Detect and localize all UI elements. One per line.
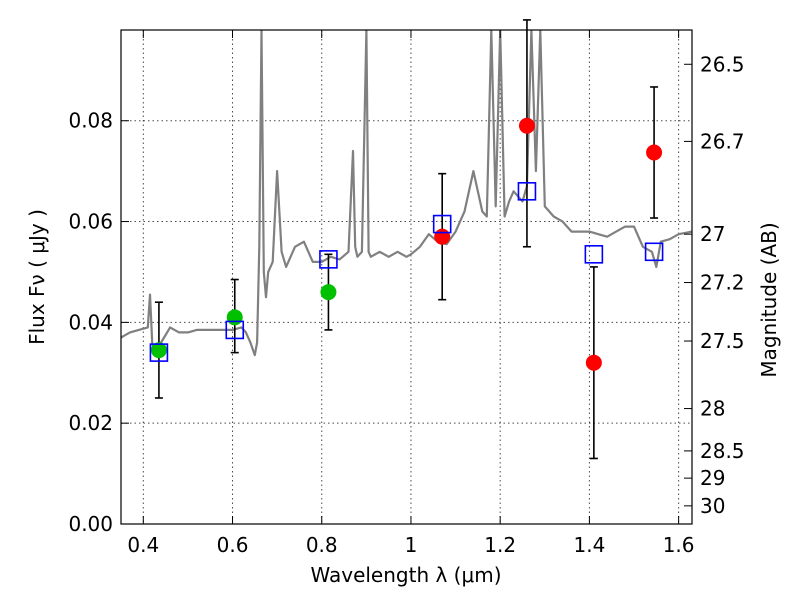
data-point-circle	[646, 144, 663, 161]
data-point-circle	[320, 284, 337, 301]
data-point-square	[225, 320, 245, 340]
y-tick-label: 0.02	[68, 411, 113, 435]
error-bar-layer	[154, 19, 659, 460]
y-tick-label: 0.08	[68, 109, 113, 133]
plot-frame	[120, 29, 693, 525]
data-point-square	[584, 245, 604, 264]
y2-tick-label: 26.7	[700, 129, 745, 153]
y2-tick-label: 30	[700, 494, 725, 518]
data-point-circle	[518, 117, 535, 134]
data-point-circle	[585, 354, 602, 371]
y2-axis: 26.5 26.7 27 27.2 27.5 28 28.5 29 30	[684, 52, 745, 518]
data-point-square	[644, 242, 664, 262]
x-tick-label: 0.4	[127, 533, 159, 557]
x-axis-label: Wavelength λ (μm)	[310, 563, 501, 587]
data-point-square	[149, 343, 169, 362]
y2-tick-label: 27.5	[700, 329, 745, 353]
data-point-square	[319, 250, 338, 269]
y2-tick-label: 27	[700, 222, 725, 246]
y-tick-label: 0.04	[68, 310, 113, 334]
x-tick-label: 1	[405, 533, 418, 557]
x-tick-label: 0.6	[217, 533, 249, 557]
x-axis: 0.4 0.6 0.8 1 1.2 1.4 1.6	[127, 30, 695, 557]
grid-lines	[121, 30, 692, 525]
y-axis-label: Flux Fν ( μJy )	[25, 209, 49, 345]
spectrum-line	[121, 30, 692, 357]
x-tick-label: 1.4	[573, 533, 605, 557]
x-tick-label: 1.2	[484, 533, 516, 557]
y2-axis-label: Magnitude (AB)	[757, 222, 781, 377]
y2-tick-label: 27.2	[700, 271, 745, 295]
marker-layer	[149, 117, 664, 371]
y2-tick-label: 29	[700, 466, 725, 490]
y-tick-label: 0.06	[68, 210, 113, 234]
spectrum-layer	[121, 30, 692, 357]
data-point-circle	[434, 228, 451, 245]
y-axis: 0.00 0.02 0.04 0.06 0.08	[68, 109, 129, 536]
y2-tick-label: 28.5	[700, 439, 745, 463]
x-tick-label: 0.8	[306, 533, 338, 557]
y2-tick-label: 28	[700, 397, 725, 421]
data-point-circle	[226, 309, 243, 326]
data-point-circle	[150, 342, 167, 359]
data-point-square	[432, 214, 452, 234]
x-tick-label: 1.6	[663, 533, 695, 557]
y-tick-label: 0.00	[68, 512, 113, 536]
data-point-square	[517, 182, 537, 201]
y2-tick-label: 26.5	[700, 52, 745, 76]
